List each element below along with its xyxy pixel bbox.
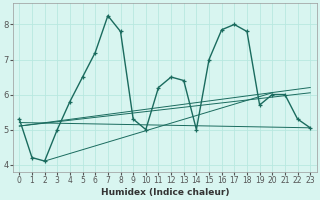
X-axis label: Humidex (Indice chaleur): Humidex (Indice chaleur) <box>100 188 229 197</box>
